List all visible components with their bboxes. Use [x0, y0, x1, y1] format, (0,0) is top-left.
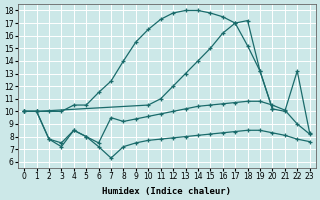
X-axis label: Humidex (Indice chaleur): Humidex (Indice chaleur) — [102, 187, 231, 196]
